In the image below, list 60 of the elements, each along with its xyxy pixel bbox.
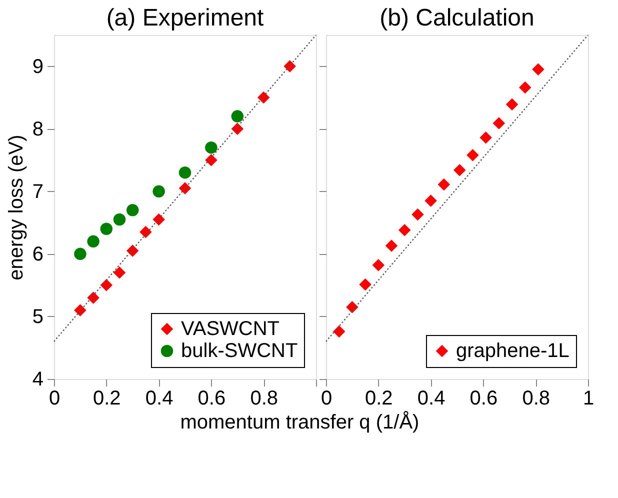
point: [205, 154, 218, 166]
point: [257, 91, 270, 104]
point: [453, 164, 466, 176]
y-axis-title: energy loss (eV): [5, 134, 28, 280]
point: [284, 60, 296, 72]
point: [412, 208, 424, 221]
x-tick-label: 0.2: [92, 388, 121, 410]
point: [100, 279, 113, 292]
x-tick-label: 0.6: [198, 388, 226, 410]
y-tick-label: 9: [32, 56, 44, 78]
point: [424, 194, 437, 207]
x-tick-label: 0.6: [470, 388, 498, 410]
point: [438, 178, 450, 191]
x-tick-label: 0.4: [145, 388, 174, 410]
point: [466, 148, 479, 162]
point: [205, 141, 218, 154]
x-tick-label: 1: [582, 388, 594, 410]
point: [492, 117, 506, 130]
x-axis-title: momentum transfer q (1/Å): [180, 410, 420, 434]
point: [152, 185, 165, 198]
x-tick-label: 0: [320, 388, 332, 410]
point: [372, 259, 385, 272]
point: [140, 226, 152, 238]
point: [74, 248, 86, 260]
x-tick-label: 0.2: [364, 388, 393, 410]
point: [480, 131, 492, 144]
point: [518, 81, 532, 94]
point: [231, 122, 244, 135]
point: [398, 224, 411, 236]
point: [87, 292, 100, 304]
y-tick-label: 8: [32, 118, 44, 140]
x-tick-label: 0.4: [417, 388, 446, 410]
point: [532, 63, 544, 76]
chart-title: (a) Experiment: [106, 4, 264, 32]
x-tick-label: 0: [48, 388, 60, 410]
point: [332, 325, 346, 338]
y-tick-label: 4: [32, 368, 44, 390]
point: [178, 166, 192, 179]
point: [126, 204, 139, 216]
point: [74, 304, 86, 316]
point: [100, 222, 113, 236]
point: [231, 110, 244, 122]
point: [126, 244, 139, 257]
y-tick-label: 5: [32, 306, 44, 328]
y-tick-label: 7: [32, 180, 44, 203]
point: [113, 213, 126, 226]
legend-label: bulk-SWCNT: [181, 340, 298, 362]
point: [152, 213, 165, 226]
point: [506, 98, 518, 111]
chart-title: (b) Calculation: [380, 4, 534, 32]
x-tick-label: 0.8: [250, 388, 278, 410]
point: [359, 278, 372, 291]
legend-label: VASWCNT: [181, 318, 280, 340]
point: [113, 266, 126, 279]
legend-label: graphene-1L: [456, 340, 570, 362]
x-tick-label: 0.8: [522, 388, 550, 410]
point: [87, 235, 100, 248]
point: [178, 182, 192, 194]
point: [385, 240, 398, 252]
y-tick-label: 6: [32, 243, 44, 266]
